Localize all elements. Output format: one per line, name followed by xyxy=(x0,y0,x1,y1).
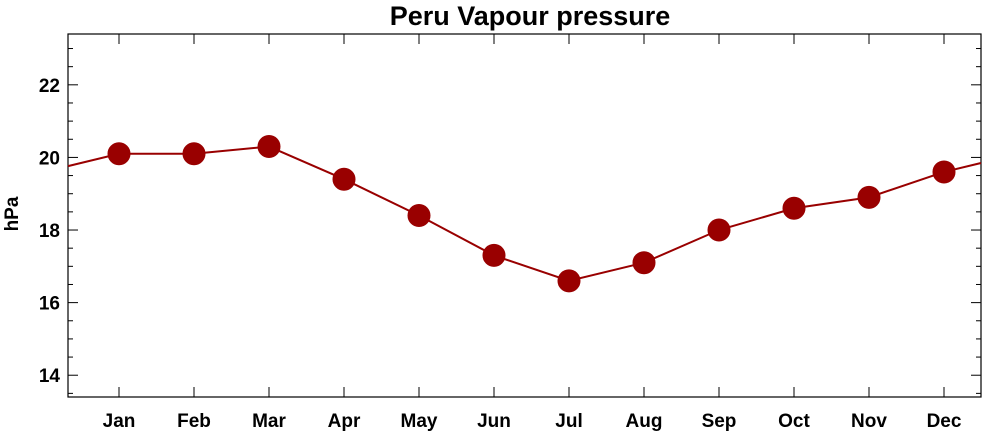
data-point-mar xyxy=(257,135,281,159)
chart-title: Peru Vapour pressure xyxy=(389,1,671,31)
x-tick-label: Jan xyxy=(103,411,136,432)
data-point-nov xyxy=(857,185,881,209)
x-axis-ticks: Jan Feb Mar Apr May Jun Jul Aug Sep Oct Nov Dec xyxy=(103,34,962,432)
y-axis-label: hPa xyxy=(2,196,23,231)
data-point-apr xyxy=(332,167,356,191)
x-tick-label: Nov xyxy=(851,411,887,432)
y-tick-label: 16 xyxy=(39,294,60,315)
x-tick-label: Apr xyxy=(328,411,361,432)
x-tick-label: Jun xyxy=(477,411,511,432)
x-tick-label: Oct xyxy=(778,411,810,432)
data-point-jun xyxy=(482,243,506,267)
x-tick-label: Aug xyxy=(626,411,663,432)
y-tick-label: 22 xyxy=(39,76,60,97)
x-tick-label: Dec xyxy=(927,411,962,432)
y-tick-label: 14 xyxy=(39,366,61,387)
y-tick-label: 18 xyxy=(39,221,60,242)
x-tick-label: Sep xyxy=(702,411,737,432)
series-line xyxy=(67,145,982,282)
x-tick-label: Jul xyxy=(555,411,582,432)
data-point-jul xyxy=(557,269,581,293)
data-point-dec xyxy=(932,160,956,184)
plot-frame xyxy=(67,33,982,398)
plot-border xyxy=(67,33,982,398)
y-tick-label: 20 xyxy=(39,148,60,169)
data-point-may xyxy=(407,204,431,227)
x-tick-label: May xyxy=(401,411,438,432)
data-point-feb xyxy=(182,142,206,166)
y-axis-ticks: 14 16 18 20 22 xyxy=(39,48,981,394)
data-point-sep xyxy=(707,218,731,242)
data-point-oct xyxy=(782,196,806,220)
data-point-aug xyxy=(632,251,656,275)
x-tick-label: Mar xyxy=(252,411,286,432)
data-series xyxy=(67,135,982,293)
data-point-jan xyxy=(107,142,131,166)
x-tick-label: Feb xyxy=(177,411,211,432)
